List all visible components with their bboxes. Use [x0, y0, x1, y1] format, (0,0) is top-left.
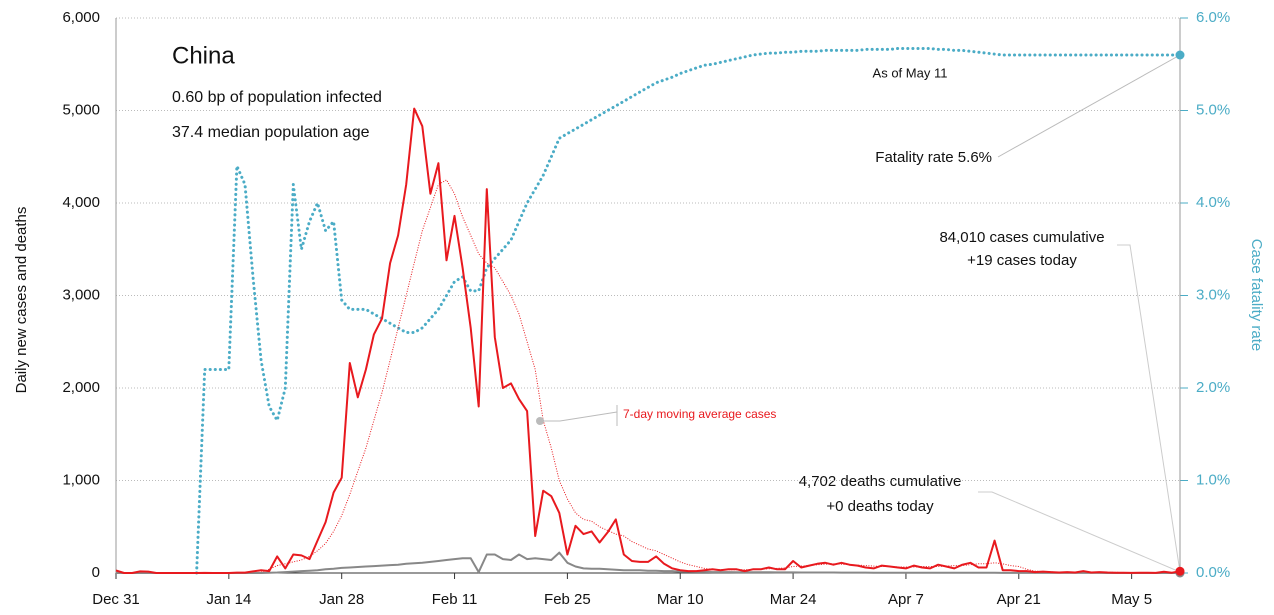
annotation: 84,010 cases cumulative — [939, 229, 1104, 246]
y-tick-label: 4,000 — [62, 194, 100, 211]
annotation: +19 cases today — [967, 252, 1077, 269]
y2-tick-label: 3.0% — [1196, 286, 1230, 303]
y-tick-label: 1,000 — [62, 471, 100, 488]
leader-line — [1117, 244, 1181, 573]
note: 37.4 median population age — [172, 124, 370, 141]
y-axis-label: Daily new cases and deaths — [13, 207, 30, 394]
chart-title: China — [172, 42, 235, 69]
series-line — [115, 107, 1181, 574]
end-marker — [1175, 50, 1185, 60]
x-tick-label: Feb 11 — [432, 591, 478, 608]
y-tick-label: 5,000 — [62, 101, 100, 118]
y-tick-label: 2,000 — [62, 379, 100, 396]
x-tick-label: Mar 24 — [770, 591, 817, 608]
x-tick-label: Jan 14 — [206, 591, 251, 608]
y-tick-label: 0 — [92, 564, 100, 581]
x-tick-label: Apr 21 — [997, 591, 1041, 608]
end-marker — [1175, 566, 1185, 576]
note: 0.60 bp of population infected — [172, 89, 382, 106]
y-tick-label: 6,000 — [62, 9, 100, 26]
x-tick-label: Apr 7 — [888, 591, 924, 608]
x-tick-label: Feb 25 — [544, 591, 591, 608]
y2-tick-label: 6.0% — [1196, 9, 1230, 26]
y2-tick-label: 0.0% — [1196, 564, 1230, 581]
y2-tick-label: 2.0% — [1196, 379, 1230, 396]
leader-line — [997, 54, 1181, 158]
series-line — [116, 551, 1180, 574]
x-tick-label: Jan 28 — [319, 591, 364, 608]
y2-tick-label: 1.0% — [1196, 471, 1230, 488]
leader-dot — [536, 417, 544, 425]
leader-line — [978, 491, 1181, 573]
y2-tick-label: 4.0% — [1196, 194, 1230, 211]
x-tick-label: May 5 — [1111, 591, 1152, 608]
annotation: +0 deaths today — [826, 498, 934, 515]
annotation: As of May 11 — [873, 65, 948, 80]
annotation: Fatality rate 5.6% — [875, 149, 992, 166]
y2-tick-label: 5.0% — [1196, 101, 1230, 118]
x-tick-label: Dec 31 — [92, 591, 140, 608]
y2-axis-label: Case fatality rate — [1248, 239, 1265, 352]
annotation: 4,702 deaths cumulative — [799, 473, 962, 490]
x-tick-label: Mar 10 — [657, 591, 704, 608]
y-tick-label: 3,000 — [62, 286, 100, 303]
annotation: 7-day moving average cases — [623, 407, 776, 421]
leader-line — [540, 411, 618, 422]
series-line — [116, 179, 1181, 574]
